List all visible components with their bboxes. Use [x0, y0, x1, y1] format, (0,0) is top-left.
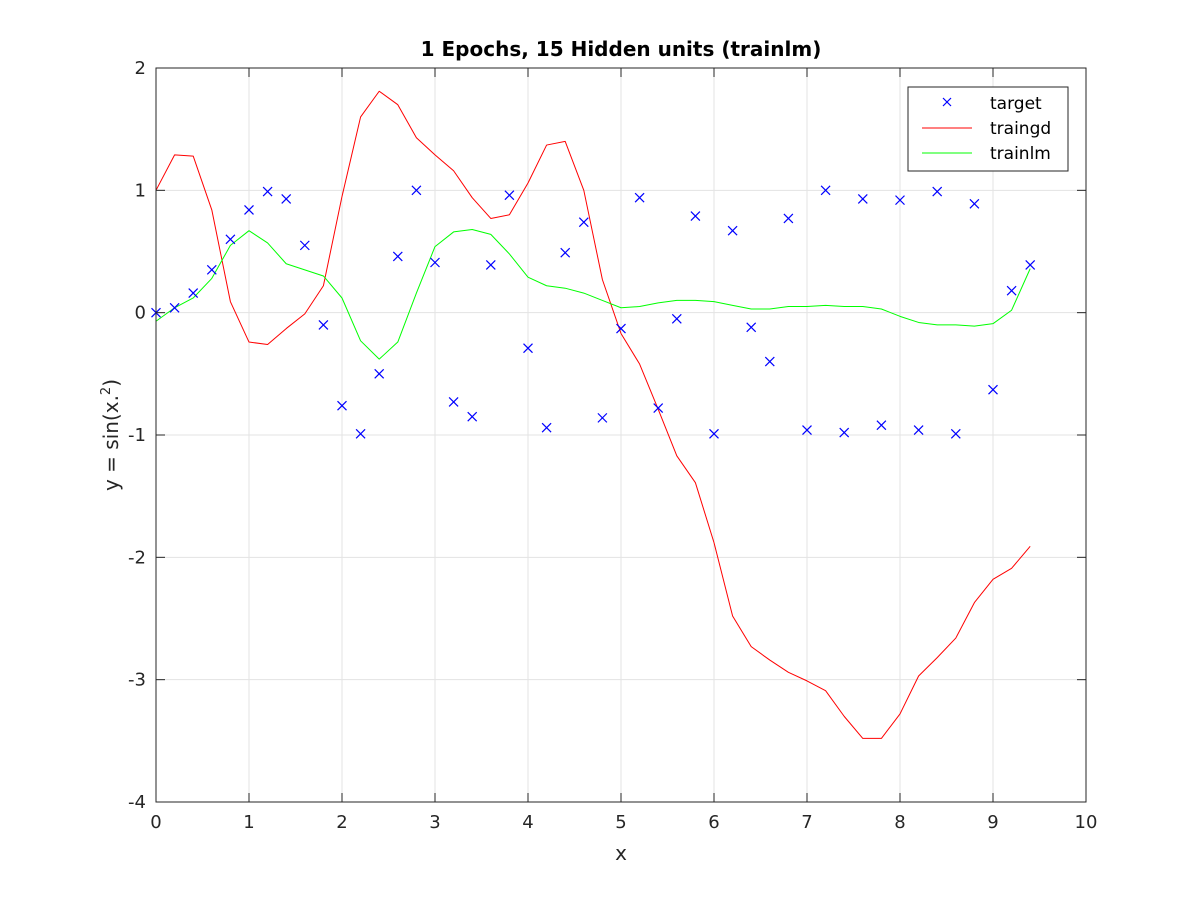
data-point-target [913, 425, 924, 436]
data-point-target [467, 411, 478, 422]
y-tick-label: -3 [128, 670, 146, 691]
data-point-target [671, 313, 682, 324]
data-point-target [225, 234, 236, 245]
data-point-target [876, 420, 887, 431]
data-point-target [430, 257, 440, 268]
y-axis-label-end: ) [99, 379, 123, 387]
y-tick-label: -2 [128, 547, 146, 568]
data-point-target [653, 403, 664, 414]
y-tick-label: 2 [135, 58, 146, 79]
data-point-target [932, 186, 943, 197]
legend-label-traingd: traingd [990, 119, 1051, 139]
data-point-target [299, 240, 310, 251]
data-point-target [355, 428, 366, 439]
series-layer [151, 90, 1036, 739]
data-point-target [485, 260, 496, 270]
x-tick-label: 9 [987, 812, 998, 833]
y-axis-label-main: y = sin(x. [99, 395, 123, 491]
data-point-target [746, 322, 757, 333]
y-tick-label: 0 [135, 303, 146, 324]
data-point-target [578, 217, 589, 228]
legend-label-trainlm: trainlm [990, 144, 1051, 164]
data-point-target [541, 422, 552, 433]
x-tick-label: 5 [615, 812, 626, 833]
data-point-target [950, 428, 961, 439]
data-point-target [727, 225, 738, 236]
data-point-target [634, 192, 645, 203]
series-line-traingd [155, 90, 1031, 739]
series-line-trainlm [155, 228, 1031, 360]
legend: target traingd trainlm [907, 86, 1069, 172]
data-point-target [1006, 285, 1017, 296]
data-point-target [392, 251, 403, 262]
legend-item-trainlm: trainlm [922, 144, 1051, 164]
x-tick-label: 2 [336, 812, 347, 833]
x-tick-label: 7 [801, 812, 812, 833]
legend-marker-target [942, 97, 952, 107]
legend-item-traingd: traingd [922, 119, 1051, 139]
data-point-target [764, 356, 775, 367]
data-point-target [988, 384, 998, 395]
x-tick-label: 3 [429, 812, 440, 833]
legend-box [907, 86, 1069, 172]
data-point-target [802, 425, 812, 436]
data-point-target [690, 211, 701, 221]
y-tick-label: 1 [135, 180, 146, 201]
y-tick-label: -1 [128, 425, 146, 446]
data-point-target [448, 397, 459, 407]
x-tick-label: 8 [894, 812, 905, 833]
x-tick-label: 1 [243, 812, 254, 833]
data-point-target [597, 412, 608, 423]
data-point-target [857, 193, 868, 204]
y-tick-label: -4 [128, 792, 146, 813]
data-point-target [281, 193, 292, 204]
data-point-target [895, 195, 905, 206]
legend-label-target: target [990, 94, 1042, 114]
data-point-target [783, 213, 794, 224]
ticks: 0 1 2 3 4 5 6 7 8 9 10 -4 -3 -2 -1 0 1 2 [128, 58, 1097, 833]
data-point-target [820, 185, 831, 196]
data-point-target [188, 288, 199, 299]
data-point-target [969, 198, 980, 209]
x-axis-label: x [615, 841, 627, 865]
data-point-target [523, 343, 533, 354]
data-point-target [318, 319, 329, 330]
data-point-target [206, 264, 217, 275]
y-axis-label-sup: 2 [99, 387, 114, 395]
data-point-target [560, 247, 571, 258]
x-tick-label: 4 [522, 812, 533, 833]
legend-item-target: target [942, 94, 1042, 114]
data-point-target [709, 428, 719, 439]
chart-title: 1 Epochs, 15 Hidden units (trainlm) [421, 37, 822, 61]
data-point-target [839, 427, 850, 438]
data-point-target [374, 368, 385, 379]
data-point-target [1025, 260, 1036, 270]
x-tick-label: 0 [150, 812, 161, 833]
data-point-target [504, 190, 515, 201]
data-point-target [337, 400, 347, 411]
data-point-target [169, 302, 180, 313]
data-point-target [244, 204, 254, 215]
y-axis-label: y = sin(x.2) [99, 379, 123, 491]
data-point-target [411, 185, 422, 196]
x-tick-label: 10 [1075, 812, 1098, 833]
data-point-target [262, 186, 273, 197]
x-tick-label: 6 [708, 812, 719, 833]
data-point-target [616, 323, 626, 334]
